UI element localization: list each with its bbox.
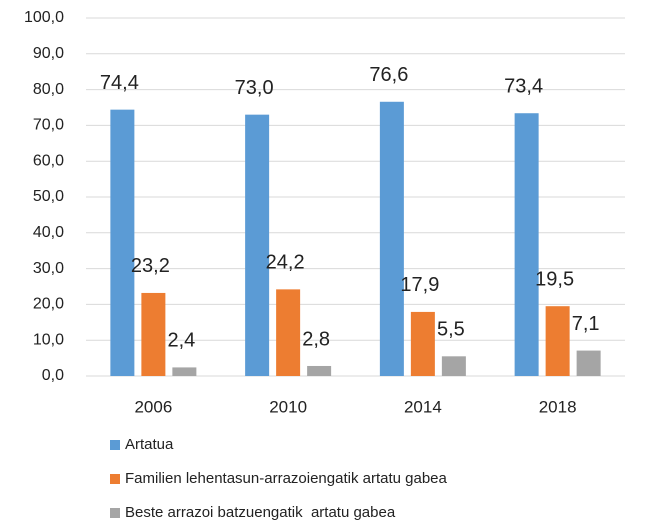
y-tick-label: 50,0 xyxy=(33,188,64,205)
legend-swatch xyxy=(110,474,120,484)
bar xyxy=(514,113,539,376)
bar xyxy=(576,350,601,376)
legend-swatch xyxy=(110,440,120,450)
bar xyxy=(379,101,404,376)
y-tick-label: 0,0 xyxy=(42,367,64,384)
x-tick-label: 2018 xyxy=(539,397,577,416)
value-label: 24,2 xyxy=(266,252,305,274)
x-tick-label: 2014 xyxy=(404,397,442,416)
y-tick-label: 90,0 xyxy=(33,45,64,62)
y-tick-label: 60,0 xyxy=(33,152,64,169)
value-label: 74,4 xyxy=(100,72,139,94)
y-tick-label: 80,0 xyxy=(33,81,64,98)
bar xyxy=(545,306,570,376)
y-tick-label: 10,0 xyxy=(33,331,64,348)
y-tick-label: 100,0 xyxy=(24,9,64,26)
legend-swatch xyxy=(110,508,120,518)
value-label: 23,2 xyxy=(131,255,170,277)
bar xyxy=(276,289,301,376)
value-label: 2,4 xyxy=(167,330,195,352)
legend-label: Beste arrazoi batzuengatik artatu gabea xyxy=(125,504,396,521)
value-label: 19,5 xyxy=(535,268,574,290)
bar xyxy=(245,114,270,376)
value-label: 7,1 xyxy=(572,313,600,335)
x-tick-label: 2010 xyxy=(269,397,307,416)
bar xyxy=(441,356,466,376)
value-label: 73,0 xyxy=(235,77,274,99)
legend-label: Familien lehentasun-arrazoiengatik artat… xyxy=(125,470,448,487)
value-label: 2,8 xyxy=(302,328,330,350)
x-tick-label: 2006 xyxy=(134,397,172,416)
bar xyxy=(307,365,332,376)
bar xyxy=(110,109,135,376)
value-label: 5,5 xyxy=(437,319,465,341)
value-label: 17,9 xyxy=(400,274,439,296)
legend-label: Artatua xyxy=(125,436,174,453)
y-tick-label: 20,0 xyxy=(33,296,64,313)
bar xyxy=(410,311,435,376)
y-tick-label: 70,0 xyxy=(33,117,64,134)
y-tick-label: 30,0 xyxy=(33,260,64,277)
value-label: 73,4 xyxy=(504,76,543,98)
bar xyxy=(172,367,197,376)
y-tick-label: 40,0 xyxy=(33,224,64,241)
bar xyxy=(141,292,166,376)
value-label: 76,6 xyxy=(369,64,408,86)
